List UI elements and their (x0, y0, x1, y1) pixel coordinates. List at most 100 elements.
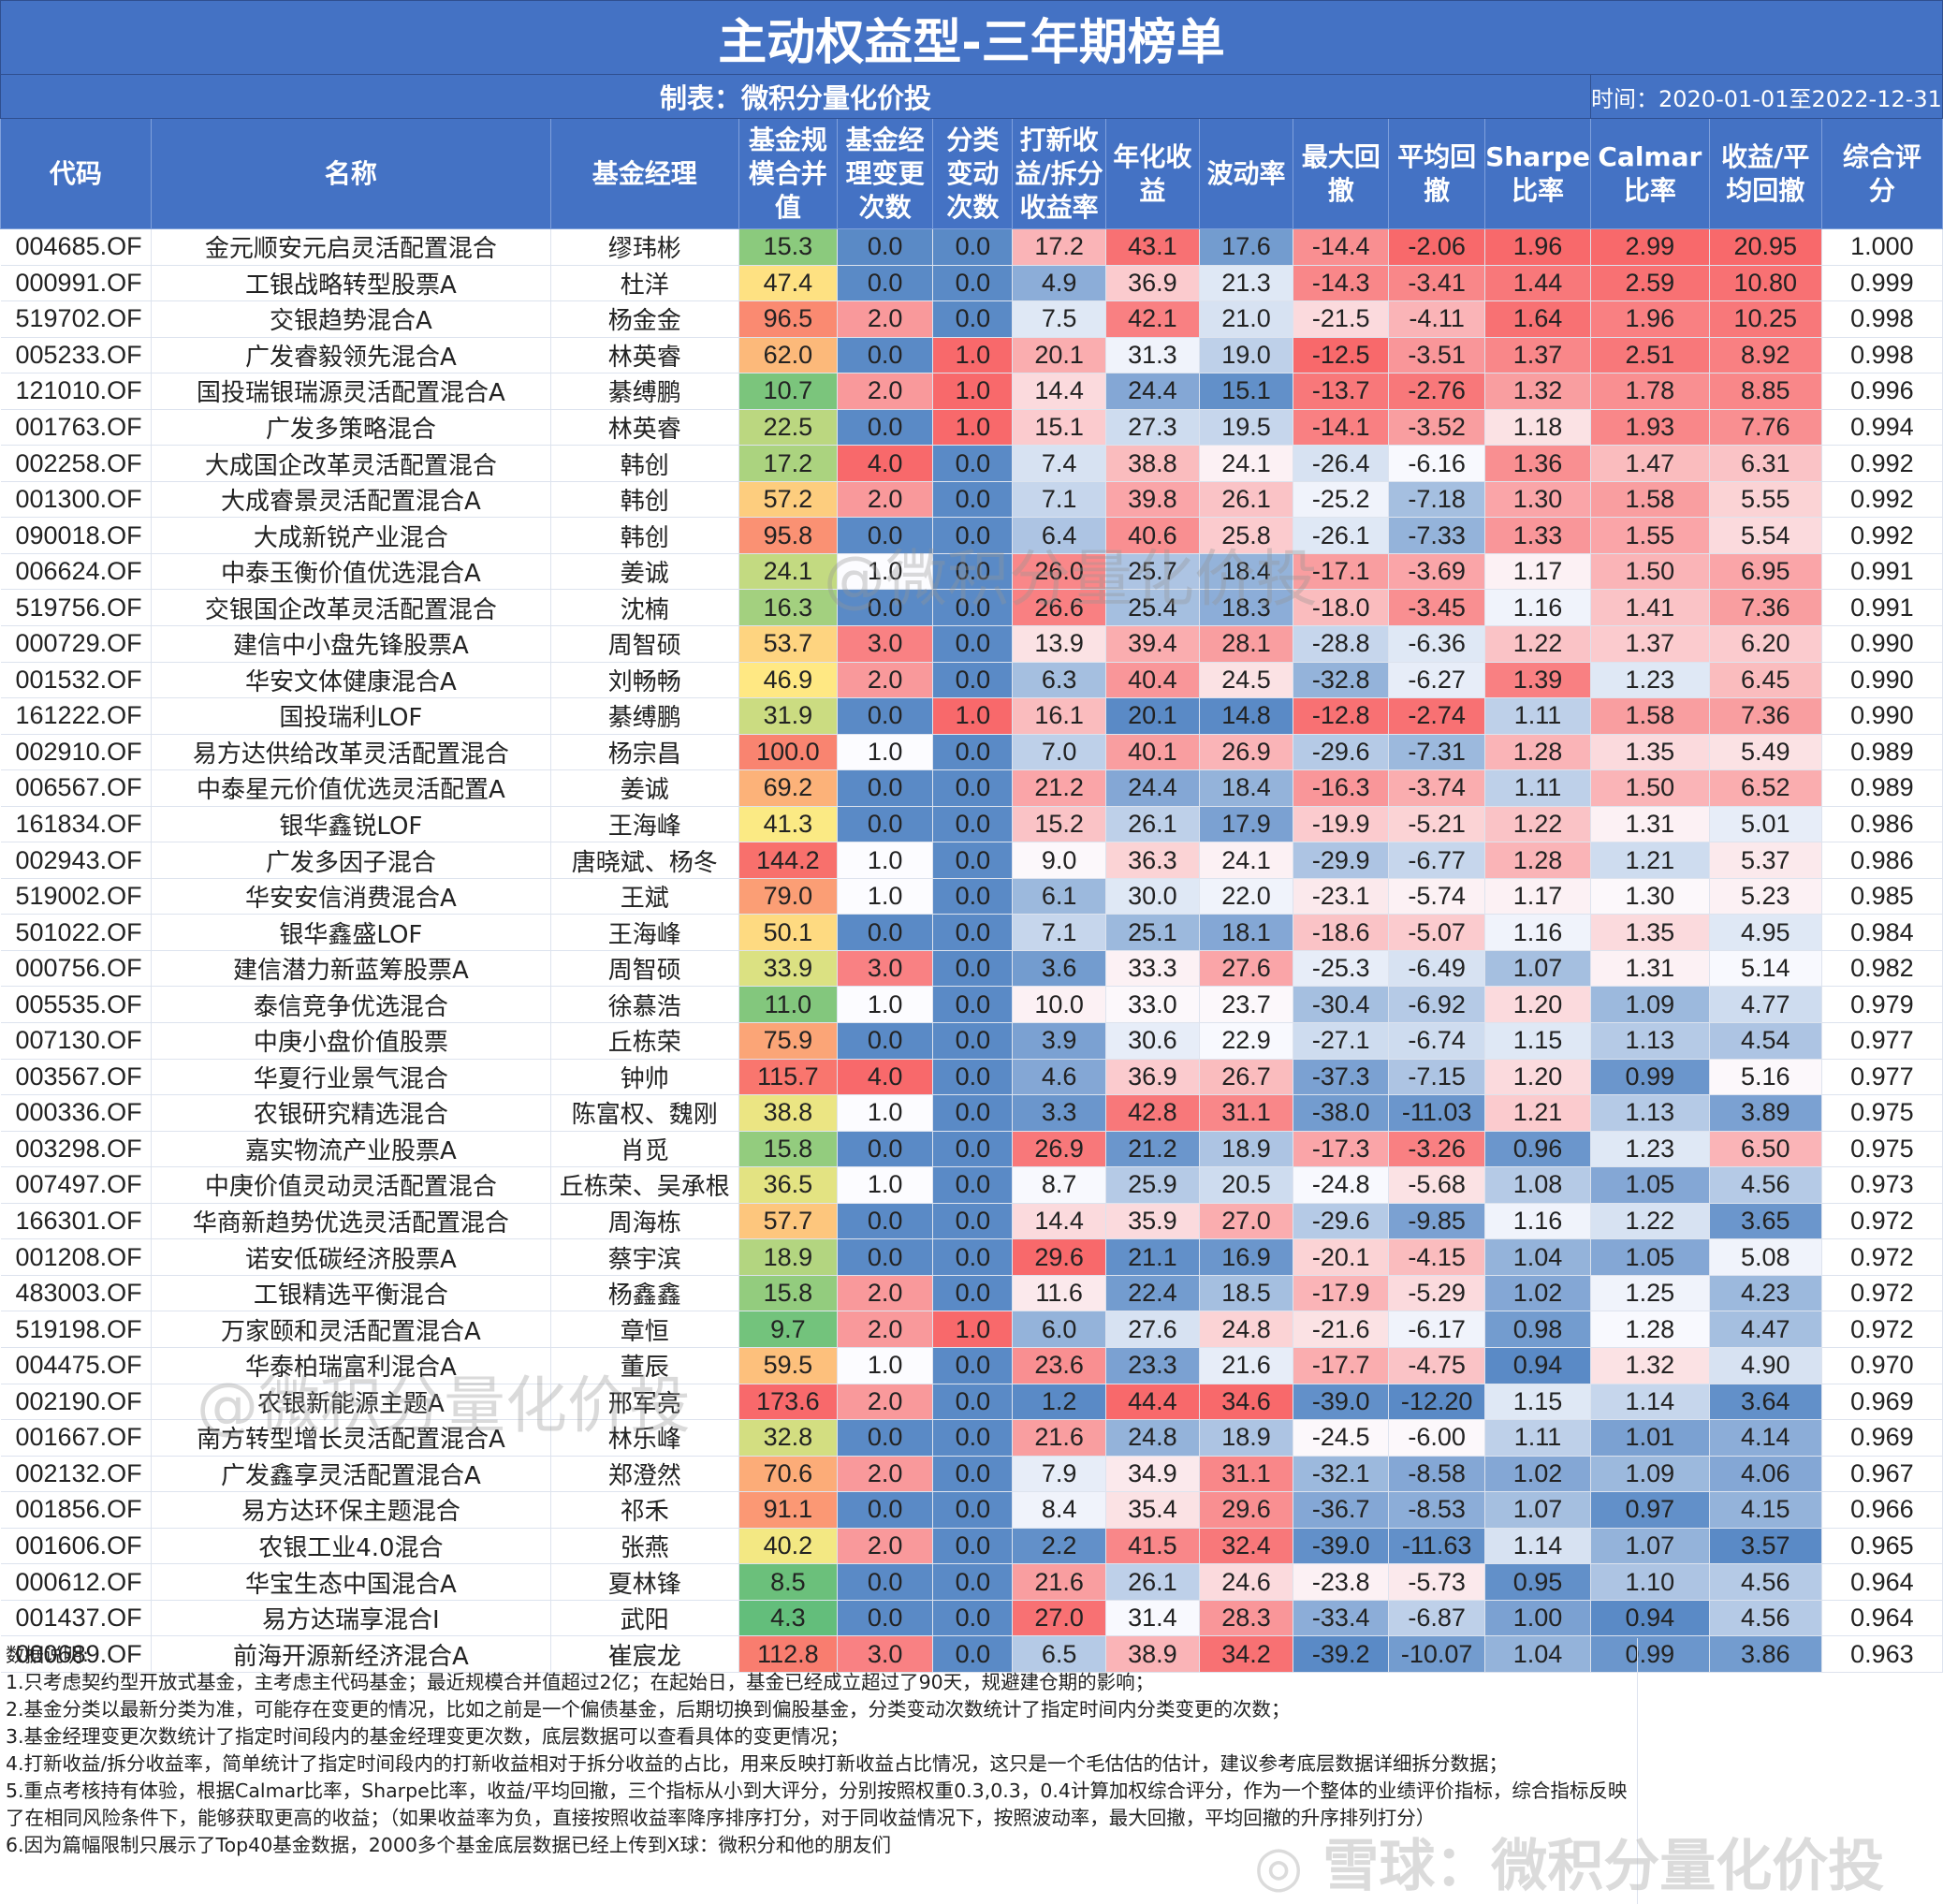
cell-scale: 91.1 (738, 1491, 839, 1529)
cell-scale: 15.3 (738, 228, 839, 266)
cell-code: 000336.OF (0, 1094, 152, 1132)
cell-return-avgdd: 4.56 (1709, 1600, 1822, 1637)
table-row: 005233.OF 广发睿毅领先混合A 林英睿 62.0 0.0 1.0 20.1 31.3 1… (0, 337, 1943, 374)
cell-volatility: 26.1 (1199, 481, 1294, 519)
table-row: 002258.OF 大成国企改革灵活配置混合 韩创 17.2 4.0 0.0 7.4 38.8… (0, 445, 1943, 482)
cell-name: 易方达环保主题混合 (151, 1491, 551, 1529)
cell-name: 中泰星元价值优选灵活配置A (151, 769, 551, 807)
cell-code: 001300.OF (0, 481, 152, 519)
cell-sharpe: 1.20 (1484, 986, 1591, 1024)
cell-calmar: 1.58 (1590, 481, 1710, 519)
cell-sharpe: 0.98 (1484, 1311, 1591, 1348)
cell-sharpe: 1.64 (1484, 300, 1591, 338)
cell-return-avgdd: 6.52 (1709, 769, 1822, 807)
cell-mgr-change: 2.0 (837, 662, 934, 699)
cell-score: 0.972 (1821, 1311, 1943, 1348)
cell-return-avgdd: 6.31 (1709, 445, 1822, 482)
cell-avg-drawdown: -5.21 (1388, 806, 1486, 843)
cell-mgr-change: 0.0 (837, 589, 934, 627)
cell-volatility: 19.5 (1199, 409, 1294, 447)
cell-avg-drawdown: -2.06 (1388, 228, 1486, 266)
table-row: 001763.OF 广发多策略混合 林英睿 22.5 0.0 1.0 15.1 27.3 19.… (0, 409, 1943, 447)
col-header-line: 比率 (1623, 174, 1676, 206)
cell-scale: 24.1 (738, 553, 839, 591)
cell-volatility: 18.4 (1199, 769, 1294, 807)
cell-manager: 丘栋荣、吴承根 (550, 1166, 739, 1204)
cell-max-drawdown: -19.9 (1293, 806, 1390, 843)
cell-ipo-ratio: 21.2 (1012, 769, 1106, 807)
cell-mgr-change: 3.0 (837, 950, 934, 988)
cell-sharpe: 1.21 (1484, 1094, 1591, 1132)
cell-class-change: 0.0 (932, 228, 1014, 266)
cell-code: 004475.OF (0, 1347, 152, 1384)
cell-max-drawdown: -21.5 (1293, 300, 1390, 338)
cell-manager: 杨宗昌 (550, 734, 739, 771)
cell-code: 090018.OF (0, 517, 152, 554)
cell-return-avgdd: 5.23 (1709, 878, 1822, 915)
table-row: 002132.OF 广发鑫享灵活配置混合A 郑澄然 70.6 2.0 0.0 7.9 34.9… (0, 1456, 1943, 1493)
cell-name: 银华鑫锐LOF (151, 806, 551, 843)
cell-class-change: 0.0 (932, 1491, 1014, 1529)
cell-return-avgdd: 3.86 (1709, 1635, 1822, 1673)
cell-volatility: 22.9 (1199, 1022, 1294, 1060)
cell-annual-return: 36.3 (1105, 842, 1200, 879)
cell-score: 0.963 (1821, 1635, 1943, 1673)
cell-volatility: 31.1 (1199, 1456, 1294, 1493)
cell-name: 大成国企改革灵活配置混合 (151, 445, 551, 482)
cell-ipo-ratio: 3.9 (1012, 1022, 1106, 1060)
cell-name: 易方达瑞享混合I (151, 1600, 551, 1637)
cell-calmar: 2.51 (1590, 337, 1710, 374)
cell-annual-return: 35.9 (1105, 1203, 1200, 1240)
cell-code: 519198.OF (0, 1311, 152, 1348)
cell-scale: 173.6 (738, 1384, 839, 1421)
cell-code: 001763.OF (0, 409, 152, 447)
cell-mgr-change: 2.0 (837, 481, 934, 519)
cell-volatility: 19.0 (1199, 337, 1294, 374)
cell-ipo-ratio: 3.3 (1012, 1094, 1106, 1132)
cell-volatility: 22.0 (1199, 878, 1294, 915)
cell-manager: 钟帅 (550, 1059, 739, 1096)
cell-calmar: 1.78 (1590, 373, 1710, 410)
cell-ipo-ratio: 7.1 (1012, 481, 1106, 519)
cell-avg-drawdown: -6.77 (1388, 842, 1486, 879)
cell-annual-return: 30.6 (1105, 1022, 1200, 1060)
table-row: 161222.OF 国投瑞利LOF 綦缚鹏 31.9 0.0 1.0 16.1 20.1 14.… (0, 697, 1943, 735)
cell-name: 中泰玉衡价值优选混合A (151, 553, 551, 591)
cell-ipo-ratio: 16.1 (1012, 697, 1106, 735)
cell-name: 交银趋势混合A (151, 300, 551, 338)
cell-class-change: 0.0 (932, 265, 1014, 302)
cell-scale: 22.5 (738, 409, 839, 447)
cell-class-change: 0.0 (932, 1094, 1014, 1132)
cell-mgr-change: 0.0 (837, 697, 934, 735)
cell-class-change: 0.0 (932, 769, 1014, 807)
cell-score: 0.972 (1821, 1238, 1943, 1276)
col-header-code: 代码 (0, 118, 152, 229)
cell-return-avgdd: 6.20 (1709, 625, 1822, 663)
cell-ipo-ratio: 8.7 (1012, 1166, 1106, 1204)
cell-score: 0.982 (1821, 950, 1943, 988)
cell-code: 002943.OF (0, 842, 152, 879)
cell-class-change: 0.0 (932, 1456, 1014, 1493)
cell-volatility: 20.5 (1199, 1166, 1294, 1204)
cell-annual-return: 42.1 (1105, 300, 1200, 338)
cell-avg-drawdown: -3.41 (1388, 265, 1486, 302)
cell-return-avgdd: 4.47 (1709, 1311, 1822, 1348)
cell-manager: 韩创 (550, 481, 739, 519)
cell-class-change: 1.0 (932, 337, 1014, 374)
cell-return-avgdd: 5.55 (1709, 481, 1822, 519)
cell-avg-drawdown: -4.75 (1388, 1347, 1486, 1384)
cell-manager: 林乐峰 (550, 1419, 739, 1457)
cell-sharpe: 1.07 (1484, 1491, 1591, 1529)
cell-mgr-change: 0.0 (837, 517, 934, 554)
cell-annual-return: 24.4 (1105, 373, 1200, 410)
cell-mgr-change: 0.0 (837, 409, 934, 447)
cell-class-change: 0.0 (932, 481, 1014, 519)
cell-ipo-ratio: 26.9 (1012, 1131, 1106, 1168)
cell-manager: 姜诚 (550, 553, 739, 591)
table-row: 000336.OF 农银研究精选混合 陈富权、魏刚 38.8 1.0 0.0 3.3 42.8… (0, 1094, 1943, 1132)
cell-avg-drawdown: -4.11 (1388, 300, 1486, 338)
cell-code: 001437.OF (0, 1600, 152, 1637)
cell-ipo-ratio: 2.2 (1012, 1528, 1106, 1565)
cell-name: 国投瑞利LOF (151, 697, 551, 735)
cell-annual-return: 33.3 (1105, 950, 1200, 988)
